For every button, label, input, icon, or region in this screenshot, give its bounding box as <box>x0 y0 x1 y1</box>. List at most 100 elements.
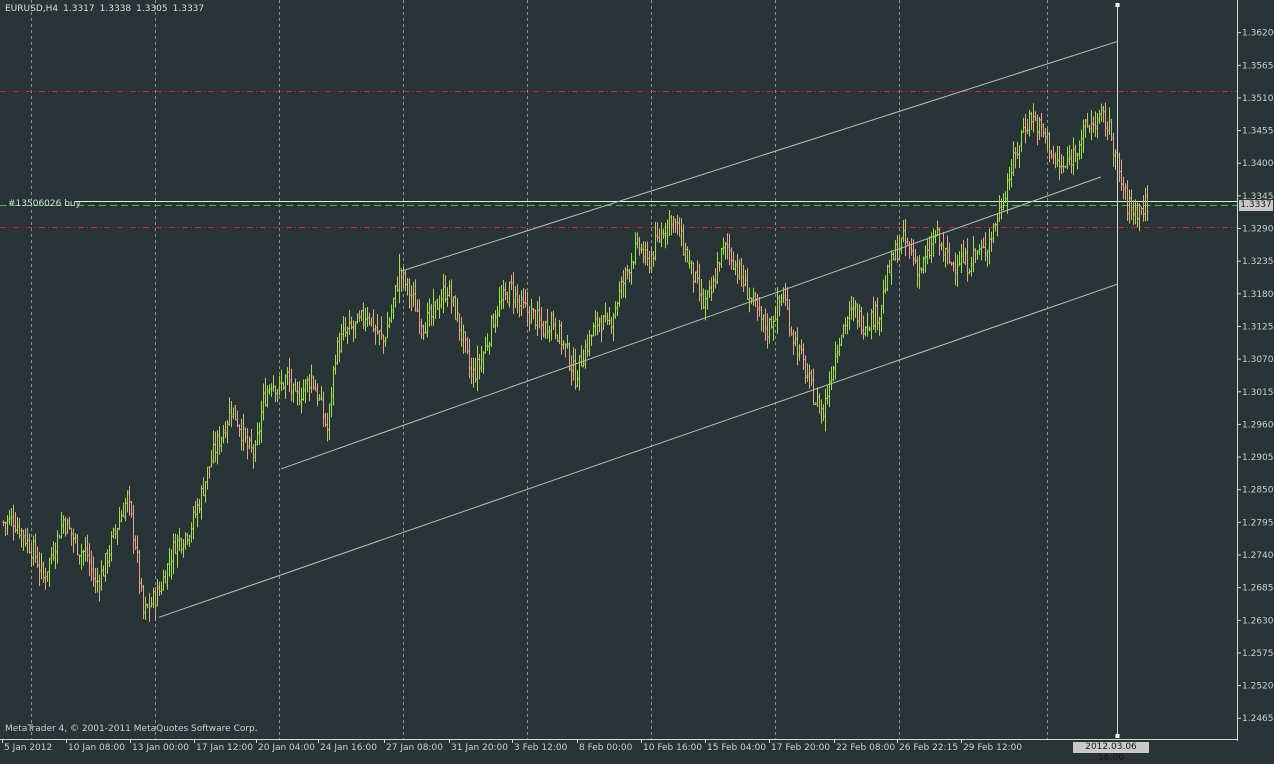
ohlc-bar <box>14 512 17 534</box>
ohlc-bar <box>1124 183 1127 200</box>
price-tick-label: 1.3400 <box>1242 159 1274 169</box>
chart-grid <box>31 0 1048 739</box>
ohlc-bar <box>1044 127 1047 144</box>
ohlc-bar <box>66 518 69 535</box>
price-tick-label: 1.2520 <box>1242 682 1274 692</box>
ohlc-bar <box>486 333 489 351</box>
ohlc-bar <box>432 288 435 326</box>
ohlc-bar <box>736 253 739 284</box>
ohlc-bar <box>1024 113 1027 144</box>
price-tick-label: 1.2740 <box>1242 551 1274 561</box>
ohlc-bar <box>1026 118 1029 135</box>
ohlc-bar <box>646 241 649 266</box>
ohlc-bar <box>268 384 271 395</box>
price-tick-label: 1.2960 <box>1242 420 1274 430</box>
ohlc-bar <box>752 287 755 306</box>
ohlc-bar <box>580 345 583 367</box>
ohlc-bar <box>532 307 535 320</box>
ohlc-bar <box>1002 193 1005 211</box>
ohlc-bar <box>144 596 147 620</box>
ohlc-bar <box>1018 145 1021 169</box>
ohlc-bar <box>318 394 321 401</box>
ohlc-bar <box>910 238 913 256</box>
ohlc-bar <box>916 256 919 288</box>
symbol-label: EURUSD,H4 <box>5 4 59 14</box>
ohlc-bar <box>636 232 639 249</box>
ohlc-bar <box>50 547 53 565</box>
ohlc-bar <box>990 231 993 252</box>
ohlc-bar <box>12 504 15 541</box>
ohlc-bar <box>626 264 629 280</box>
ohlc-bar <box>610 316 613 335</box>
ohlc-bar <box>1076 152 1079 170</box>
channel-trend-line <box>158 283 1118 618</box>
ohlc-bar <box>58 534 61 539</box>
ohlc-bar <box>490 315 493 348</box>
ohlc-bar <box>814 402 817 405</box>
ohlc-bar <box>590 334 593 346</box>
ohlc-bar <box>716 252 719 284</box>
time-tick-label: 10 Jan 08:00 <box>68 743 125 753</box>
ohlc-bar <box>94 567 97 594</box>
ohlc-bar <box>104 553 107 582</box>
ohlc-bar <box>824 388 827 432</box>
price-tick-label: 1.3510 <box>1242 94 1274 104</box>
vertical-marker-line[interactable] <box>1115 3 1120 738</box>
ohlc-bar <box>1014 147 1017 169</box>
ohlc-bar <box>702 288 705 309</box>
price-tick-label: 1.3565 <box>1242 61 1274 71</box>
ohlc-bar <box>516 284 519 314</box>
ohlc-bar <box>750 297 753 305</box>
ohlc-bar <box>178 528 181 552</box>
ohlc-bar <box>560 321 563 355</box>
ohlc-bar <box>24 528 27 547</box>
ohlc-bar <box>458 313 461 341</box>
time-tick-label: 22 Feb 08:00 <box>836 743 895 753</box>
ohlc-bar <box>920 267 923 273</box>
ohlc-bar <box>1090 110 1093 141</box>
ohlc-bar <box>850 296 853 320</box>
ohlc-bar <box>314 379 317 392</box>
ohlc-bar <box>680 218 683 247</box>
ohlc-bar <box>424 321 427 334</box>
ohlc-bar <box>84 536 87 562</box>
ohlc-bar <box>184 532 187 550</box>
ohlc-bar <box>552 310 555 330</box>
ohlc-bar <box>524 289 527 308</box>
ohlc-bar <box>644 241 647 266</box>
ohlc-bar <box>678 217 681 237</box>
ohlc-bar <box>788 298 791 337</box>
ohlc-bar <box>882 279 885 314</box>
ohlc-bar <box>228 397 231 426</box>
ohlc-bar <box>230 400 233 428</box>
ohlc-bar <box>168 548 171 577</box>
ohlc-bar <box>968 268 971 275</box>
ohlc-bar <box>746 268 749 300</box>
ohlc-bar <box>370 317 373 327</box>
price-tick-label: 1.2795 <box>1242 518 1274 528</box>
ohlc-bar <box>302 379 305 401</box>
ohlc-bar <box>664 222 667 249</box>
ohlc-bar <box>316 383 319 407</box>
ohlc-bar <box>242 413 245 451</box>
ohlc-bar <box>650 247 653 273</box>
ohlc-bar <box>542 320 545 338</box>
ohlc-bar <box>796 327 799 366</box>
ohlc-bar <box>482 351 485 374</box>
ohlc-bar <box>1128 189 1131 224</box>
ohlc-bar <box>198 498 201 514</box>
ohlc-bar <box>154 587 157 621</box>
ohlc-bar <box>508 281 511 308</box>
ohlc-bar <box>72 528 75 553</box>
ohlc-bar <box>966 238 969 282</box>
ohlc-bar <box>408 278 411 309</box>
ohlc-bar <box>954 252 957 286</box>
ohlc-bar <box>28 533 31 554</box>
ohlc-bar <box>624 267 627 299</box>
price-tick-label: 1.3345 <box>1242 192 1274 202</box>
ohlc-bar <box>652 251 655 267</box>
ohlc-bar <box>692 262 695 293</box>
ohlc-bar <box>718 261 721 272</box>
ohlc-bar <box>132 504 135 554</box>
